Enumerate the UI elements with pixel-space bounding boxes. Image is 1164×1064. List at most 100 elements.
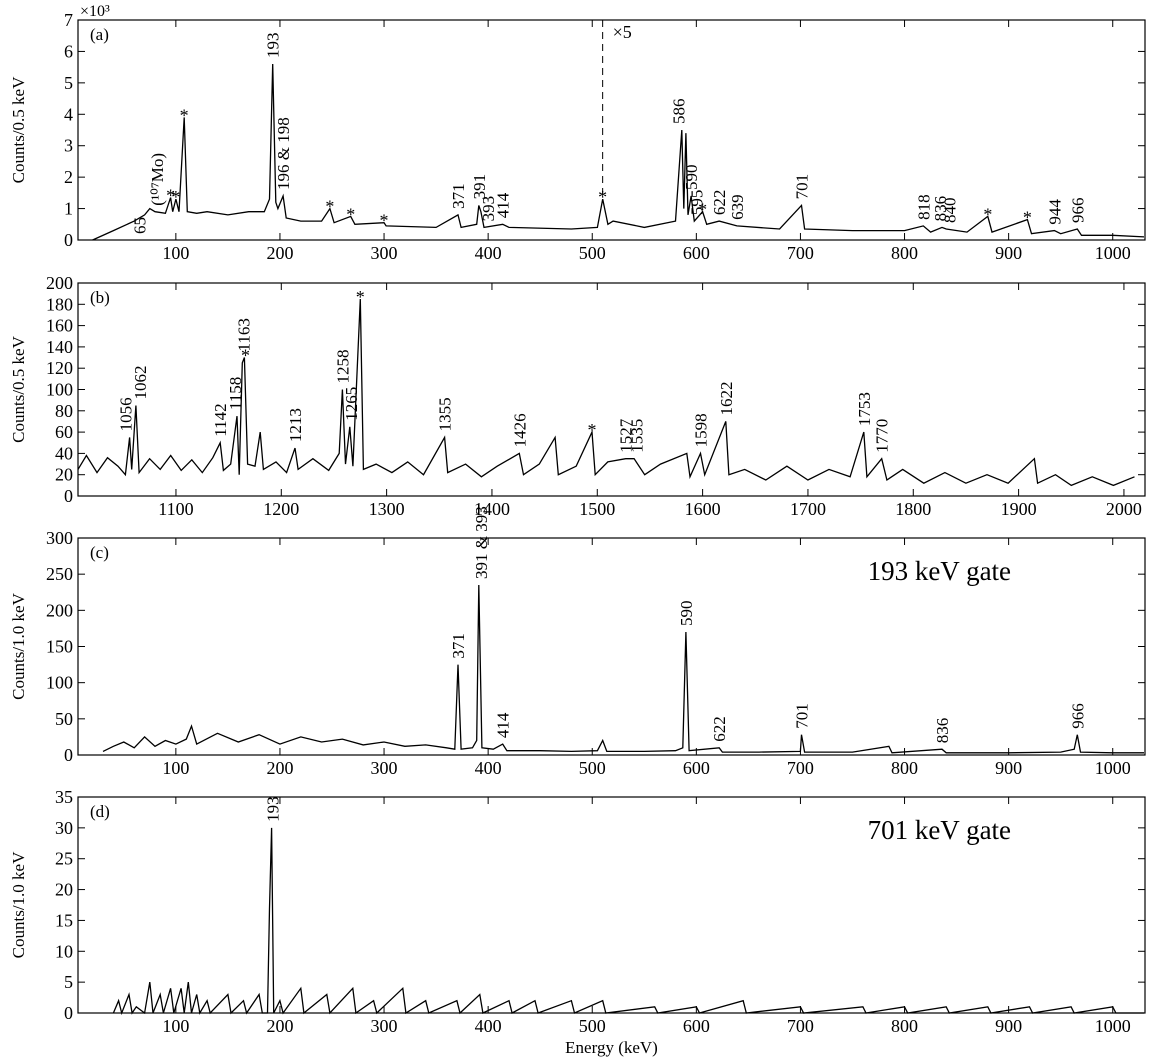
y-tick-label: 30 xyxy=(55,818,73,838)
peak-label: 586 xyxy=(670,99,689,125)
peak-label: (¹⁰⁷Mo) xyxy=(148,153,167,206)
y-tick-label: 0 xyxy=(64,486,73,506)
x-tick-label: 100 xyxy=(162,758,189,778)
peak-label: 193 xyxy=(264,33,283,59)
y-tick-label: 100 xyxy=(46,673,73,693)
peak-label: 1527 xyxy=(617,418,636,453)
panel: 100 200 300 400 500 600 700 800 900 1000 0 1 2 3 4 5 6 7 C… xyxy=(9,3,1146,263)
peak-label: 840 xyxy=(940,198,959,224)
y-scale-label: ×10³ xyxy=(80,3,110,20)
x-tick-label: 800 xyxy=(891,758,918,778)
peak-label: 1258 xyxy=(333,350,352,384)
plot-frame xyxy=(77,796,1146,1014)
peak-label: 639 xyxy=(728,194,747,220)
peak-marker: * xyxy=(598,187,607,207)
peak-label: 966 xyxy=(1068,198,1087,224)
x-tick-label: 900 xyxy=(995,243,1022,263)
peak-label: 1062 xyxy=(131,365,150,399)
x-tick-label: 100 xyxy=(162,1016,189,1036)
x-tick-label: 1000 xyxy=(1095,758,1131,778)
peak-marker: * xyxy=(983,204,992,224)
x-tick-label: 2000 xyxy=(1106,499,1142,519)
y-tick-label: 200 xyxy=(46,273,73,293)
x-tick-label: 400 xyxy=(475,758,502,778)
y-tick-label: 140 xyxy=(46,337,73,357)
x-tick-label: 500 xyxy=(579,1016,606,1036)
scale-change-label: ×5 xyxy=(613,22,632,42)
x-tick-label: 1000 xyxy=(1095,243,1131,263)
x-tick-label: 500 xyxy=(579,243,606,263)
y-tick-label: 200 xyxy=(46,600,73,620)
peak-label: 622 xyxy=(710,716,729,742)
y-tick-label: 6 xyxy=(64,41,73,61)
y-tick-label: 5 xyxy=(64,972,73,992)
x-tick-label: 400 xyxy=(475,243,502,263)
peak-marker: * xyxy=(166,186,175,206)
peak-label: 966 xyxy=(1068,703,1087,729)
x-tick-label: 600 xyxy=(683,758,710,778)
x-tick-label: 1500 xyxy=(579,499,615,519)
peak-label: 414 xyxy=(494,712,513,738)
x-tick-label: 900 xyxy=(995,1016,1022,1036)
x-tick-label: 300 xyxy=(371,243,398,263)
y-tick-label: 15 xyxy=(55,910,73,930)
y-tick-label: 1 xyxy=(64,199,73,219)
peak-marker: * xyxy=(698,200,707,220)
y-tick-label: 40 xyxy=(55,443,73,463)
peak-label: 371 xyxy=(449,183,468,209)
peak-label: 65 xyxy=(130,217,149,234)
panel-label: (a) xyxy=(90,25,109,44)
y-tick-label: 80 xyxy=(55,401,73,421)
panel-label: (b) xyxy=(90,288,110,307)
y-tick-label: 160 xyxy=(46,316,73,336)
peak-label: 1163 xyxy=(234,318,253,351)
peak-label: 818 xyxy=(914,194,933,220)
x-tick-label: 900 xyxy=(995,758,1022,778)
y-tick-label: 0 xyxy=(64,745,73,765)
peak-label: 1535 xyxy=(627,419,646,453)
x-tick-label: 1900 xyxy=(1001,499,1037,519)
peak-label: 701 xyxy=(792,703,811,729)
y-tick-label: 7 xyxy=(64,10,73,30)
y-tick-label: 100 xyxy=(46,380,73,400)
panel-label: (d) xyxy=(90,802,110,821)
x-tick-label: 300 xyxy=(371,758,398,778)
x-tick-label: 200 xyxy=(266,758,293,778)
y-tick-label: 20 xyxy=(55,880,73,900)
peak-marker: * xyxy=(325,197,334,217)
peak-label: 836 xyxy=(931,196,950,222)
peak-label: 1158 xyxy=(226,377,245,410)
peak-marker: * xyxy=(1023,208,1032,228)
x-tick-label: 700 xyxy=(787,243,814,263)
y-axis-label: Counts/0.5 keV xyxy=(9,335,28,442)
spectrum xyxy=(112,827,1144,1016)
peak-label: 590 xyxy=(677,601,696,627)
y-tick-label: 35 xyxy=(55,787,73,807)
spectrum xyxy=(92,63,1145,241)
peak-marker: * xyxy=(241,346,250,366)
y-tick-label: 0 xyxy=(64,1003,73,1023)
peak-label: 1265 xyxy=(342,387,361,421)
x-tick-label: 300 xyxy=(371,1016,398,1036)
peak-label: 1770 xyxy=(873,419,892,453)
y-tick-label: 120 xyxy=(46,358,73,378)
x-tick-label: 500 xyxy=(579,758,606,778)
plot-frame xyxy=(77,19,1146,241)
y-tick-label: 20 xyxy=(55,465,73,485)
panel: 100 200 300 400 500 600 700 800 900 1000 0 50 100 150… xyxy=(9,506,1146,778)
spectrum xyxy=(102,584,1144,754)
peak-label: 196 & 198 xyxy=(274,117,293,190)
y-tick-label: 250 xyxy=(46,564,73,584)
peak-label: 371 xyxy=(449,633,468,659)
peak-label: 393 xyxy=(479,196,498,222)
peak-marker: * xyxy=(171,187,180,207)
peak-marker: * xyxy=(346,204,355,224)
gate-label: 701 keV gate xyxy=(868,815,1011,845)
x-tick-label: 800 xyxy=(891,243,918,263)
panel: 1100 1200 1300 1400 1500 1600 1700 1800 1900 2000… xyxy=(9,273,1146,519)
y-tick-label: 5 xyxy=(64,73,73,93)
peak-label: 1598 xyxy=(692,413,711,447)
y-tick-label: 25 xyxy=(55,849,73,869)
peak-label: 836 xyxy=(933,718,952,744)
